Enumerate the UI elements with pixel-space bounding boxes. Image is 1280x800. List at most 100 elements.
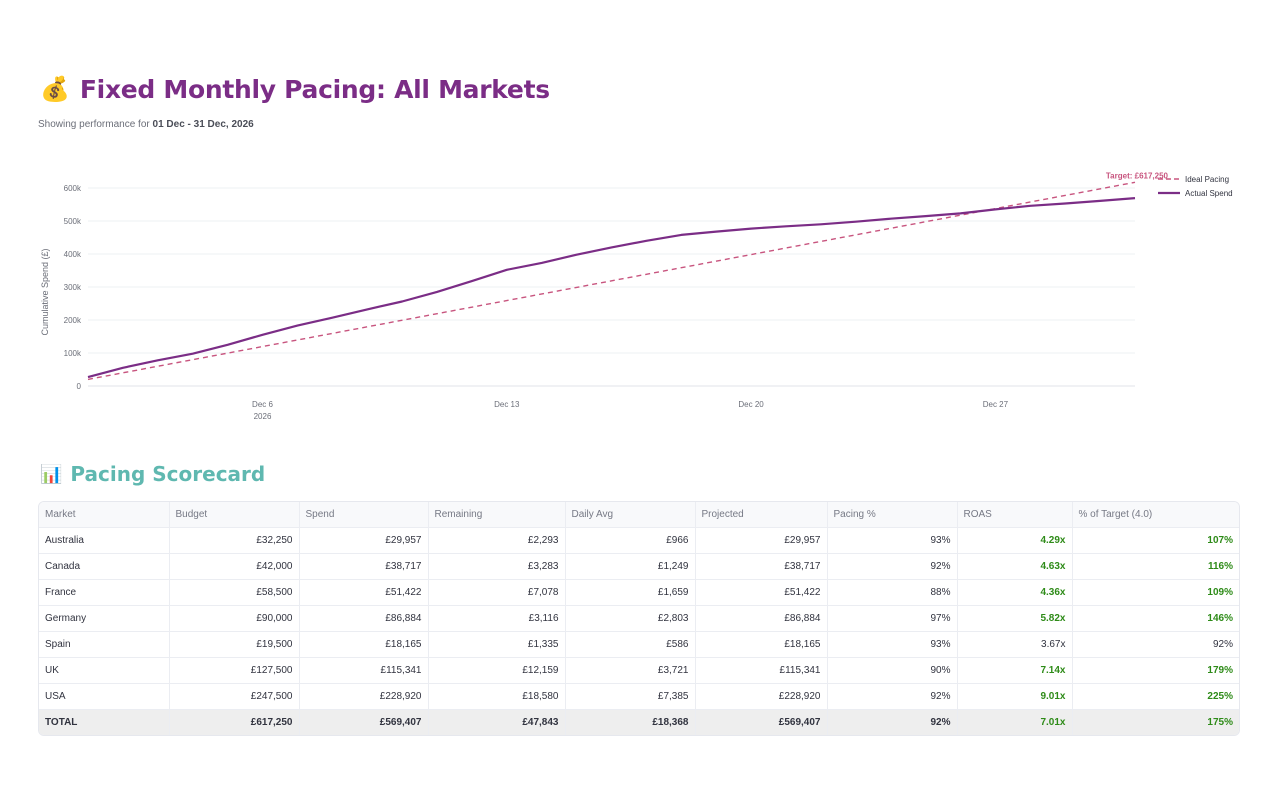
column-header[interactable]: Projected [695,502,828,528]
cell-remaining: £12,159 [428,657,566,684]
cell-spend: £86,884 [299,605,429,632]
y-tick-label: 500k [64,217,82,226]
cell-projected: £86,884 [695,605,828,632]
cell-budget: £32,250 [169,527,300,554]
cell-market: Australia [39,527,170,554]
legend-label: Actual Spend [1185,189,1233,198]
total-row: TOTAL £617,250 £569,407 £47,843 £18,368 £569,… [39,709,1239,735]
column-header[interactable]: ROAS [957,502,1073,528]
cell-daily: £3,721 [565,657,696,684]
y-tick-label: 200k [64,316,82,325]
legend-label: Ideal Pacing [1185,175,1229,184]
scorecard-header: 📊 Pacing Scorecard [40,462,265,486]
caption-prefix: Showing performance for [38,119,153,130]
cell-projected: £228,920 [695,683,828,710]
table-header-row: Market Budget Spend Remaining Daily Avg Proje… [39,502,1239,528]
y-tick-label: 400k [64,250,82,259]
cell-market: Spain [39,631,170,658]
cell-budget: £58,500 [169,579,300,606]
date-caption: Showing performance for 01 Dec - 31 Dec,… [38,119,254,130]
cell-target: 92% [1072,631,1239,658]
cell-target: 109% [1072,579,1239,606]
ideal-pacing-line [87,181,1136,381]
table-row: Spain £19,500 £18,165 £1,335 £586 £18,165 93% 3… [39,631,1239,658]
x-tick-label: Dec 20 [738,400,764,409]
scorecard-table[interactable]: Market Budget Spend Remaining Daily Avg Proje… [39,502,1239,735]
cell-daily: £18,368 [565,709,696,735]
cell-target: 179% [1072,657,1239,684]
money-bag-icon: 💰 [40,75,70,103]
x-tick-sublabel: 2026 [254,412,272,421]
column-header[interactable]: Market [39,502,170,528]
scorecard-table-container[interactable]: Market Budget Spend Remaining Daily Avg Proje… [38,501,1240,736]
y-axis-label: Cumulative Spend (£) [40,248,50,335]
cell-spend: £29,957 [299,527,429,554]
column-header[interactable]: Remaining [428,502,566,528]
cell-market: TOTAL [39,709,170,735]
x-tick-label: Dec 27 [983,400,1009,409]
cell-roas: 5.82x [957,605,1073,632]
table-row: Germany £90,000 £86,884 £3,116 £2,803 £86,884… [39,605,1239,632]
cell-spend: £38,717 [299,553,429,580]
table-row: USA £247,500 £228,920 £18,580 £7,385 £228,920… [39,683,1239,710]
cell-pacing: 92% [827,553,958,580]
cell-pacing: 93% [827,527,958,554]
cell-target: 175% [1072,709,1239,735]
cell-projected: £51,422 [695,579,828,606]
cell-remaining: £2,293 [428,527,566,554]
table-row: Australia £32,250 £29,957 £2,293 £966 £29,957… [39,527,1239,554]
y-tick-label: 300k [64,283,82,292]
column-header[interactable]: Spend [299,502,429,528]
cell-market: Canada [39,553,170,580]
cell-daily: £966 [565,527,696,554]
cell-remaining: £1,335 [428,631,566,658]
cell-target: 107% [1072,527,1239,554]
cell-budget: £127,500 [169,657,300,684]
cell-budget: £19,500 [169,631,300,658]
cell-budget: £617,250 [169,709,300,735]
cell-pacing: 92% [827,709,958,735]
table-row: Canada £42,000 £38,717 £3,283 £1,249 £38,717 9… [39,553,1239,580]
cell-projected: £18,165 [695,631,828,658]
column-header[interactable]: Daily Avg [565,502,696,528]
cell-spend: £115,341 [299,657,429,684]
cell-roas: 3.67x [957,631,1073,658]
y-tick-label: 600k [64,184,82,193]
y-tick-label: 0 [77,382,82,391]
cell-market: UK [39,657,170,684]
cell-daily: £2,803 [565,605,696,632]
cell-pacing: 97% [827,605,958,632]
cell-remaining: £18,580 [428,683,566,710]
x-tick-label: Dec 6 [252,400,273,409]
column-header[interactable]: Budget [169,502,300,528]
cell-spend: £569,407 [299,709,429,735]
cell-remaining: £3,283 [428,553,566,580]
column-header[interactable]: Pacing % [827,502,958,528]
cell-spend: £51,422 [299,579,429,606]
column-header[interactable]: % of Target (4.0) [1072,502,1239,528]
cell-roas: 4.36x [957,579,1073,606]
table-row: France £58,500 £51,422 £7,078 £1,659 £51,422 8… [39,579,1239,606]
cell-pacing: 88% [827,579,958,606]
date-range: 01 Dec - 31 Dec, 2026 [152,119,254,130]
cell-roas: 4.29x [957,527,1073,554]
target-annotation: Target: £617,250 [1106,171,1169,180]
table-row: UK £127,500 £115,341 £12,159 £3,721 £115,341 9… [39,657,1239,684]
cell-projected: £38,717 [695,553,828,580]
cell-remaining: £7,078 [428,579,566,606]
cell-pacing: 93% [827,631,958,658]
bar-chart-icon: 📊 [40,463,63,485]
scorecard-title: Pacing Scorecard [70,462,266,486]
cell-daily: £7,385 [565,683,696,710]
cell-market: Germany [39,605,170,632]
cell-market: USA [39,683,170,710]
y-tick-label: 100k [64,349,82,358]
cell-pacing: 90% [827,657,958,684]
cell-target: 146% [1072,605,1239,632]
cell-budget: £247,500 [169,683,300,710]
cell-remaining: £3,116 [428,605,566,632]
actual-spend-line [87,197,1136,379]
cell-budget: £90,000 [169,605,300,632]
cell-roas: 9.01x [957,683,1073,710]
cell-market: France [39,579,170,606]
